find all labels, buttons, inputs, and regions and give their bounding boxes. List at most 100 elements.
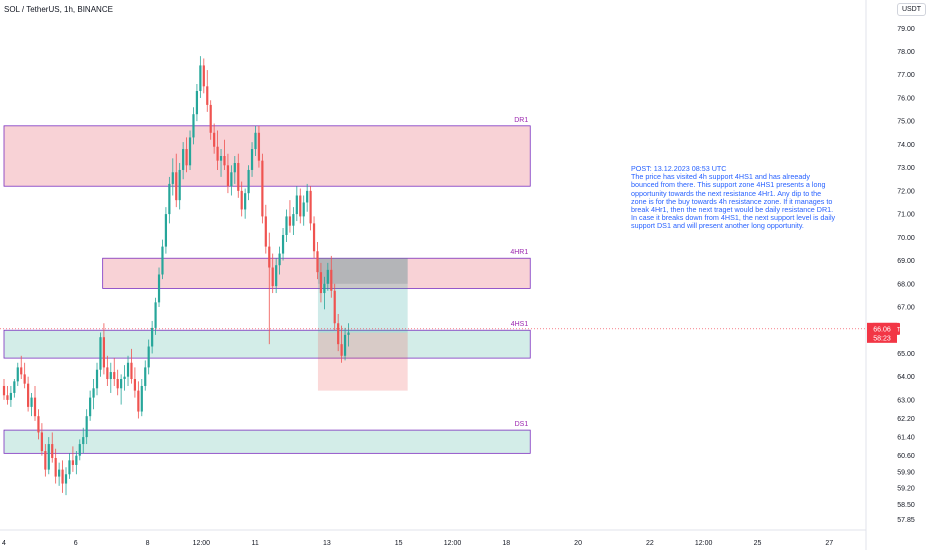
candle-body[interactable] — [13, 381, 16, 393]
candle-body[interactable] — [219, 156, 223, 161]
candle-body[interactable] — [213, 132, 216, 147]
candle-body[interactable] — [185, 149, 188, 166]
candle-body[interactable] — [161, 246, 164, 275]
candle-body[interactable] — [326, 269, 329, 284]
candle-body[interactable] — [330, 269, 333, 291]
candle-body[interactable] — [92, 388, 95, 398]
candle-body[interactable] — [68, 460, 71, 475]
candle-body[interactable] — [120, 379, 123, 389]
candle-body[interactable] — [281, 234, 285, 254]
candle-body[interactable] — [154, 302, 157, 328]
candle-body[interactable] — [254, 132, 257, 150]
candle-body[interactable] — [195, 90, 199, 115]
candle-body[interactable] — [6, 395, 9, 400]
candle-body[interactable] — [58, 469, 61, 477]
candle-body[interactable] — [106, 367, 109, 380]
candle-body[interactable] — [230, 172, 233, 187]
candle-body[interactable] — [278, 253, 281, 266]
candle-body[interactable] — [319, 272, 323, 294]
candle-body[interactable] — [226, 165, 230, 187]
candle-body[interactable] — [99, 337, 102, 370]
symbol-title[interactable]: SOL / TetherUS, 1h, BINANCE — [4, 5, 113, 14]
candle-body[interactable] — [188, 137, 192, 166]
candle-body[interactable] — [261, 160, 264, 217]
candle-body[interactable] — [113, 372, 116, 380]
position-stop-area[interactable] — [317, 332, 408, 391]
candle-body[interactable] — [126, 362, 130, 377]
candle-body[interactable] — [82, 437, 85, 445]
candle-body[interactable] — [233, 162, 236, 173]
candle-body[interactable] — [54, 457, 57, 477]
candle-body[interactable] — [44, 451, 47, 470]
candle-body[interactable] — [237, 162, 240, 191]
candle-body[interactable] — [343, 334, 347, 356]
candle-body[interactable] — [85, 416, 88, 438]
candle-body[interactable] — [116, 379, 119, 389]
candle-body[interactable] — [323, 283, 326, 294]
candle-body[interactable] — [133, 379, 137, 391]
candle-body[interactable] — [95, 369, 99, 389]
candle-body[interactable] — [299, 195, 302, 217]
candle-body[interactable] — [157, 274, 161, 303]
candle-body[interactable] — [27, 383, 30, 407]
candle-body[interactable] — [147, 346, 150, 368]
candle-body[interactable] — [30, 397, 33, 407]
candle-body[interactable] — [40, 432, 43, 452]
candle-body[interactable] — [89, 397, 92, 417]
candle-body[interactable] — [140, 385, 143, 412]
candle-body[interactable] — [302, 202, 305, 217]
candle-body[interactable] — [275, 265, 278, 287]
candle-body[interactable] — [288, 216, 292, 226]
candle-body[interactable] — [178, 169, 181, 201]
currency-button[interactable]: USDT — [896, 3, 926, 16]
zone-ds1[interactable] — [3, 429, 531, 454]
position-target-area[interactable] — [317, 258, 408, 333]
zone-4hs1[interactable] — [3, 329, 531, 359]
zone-dr1[interactable] — [3, 125, 531, 187]
candle-body[interactable] — [264, 216, 267, 247]
candle-body[interactable] — [292, 214, 295, 226]
candle-body[interactable] — [271, 267, 274, 287]
candle-body[interactable] — [144, 367, 147, 386]
candle-body[interactable] — [9, 392, 12, 400]
candle-body[interactable] — [202, 65, 205, 87]
candle-body[interactable] — [109, 372, 112, 380]
candle-body[interactable] — [285, 216, 288, 235]
candle-body[interactable] — [51, 444, 54, 458]
candle-body[interactable] — [257, 132, 261, 161]
candle-body[interactable] — [209, 104, 212, 133]
candle-body[interactable] — [64, 474, 68, 484]
candle-body[interactable] — [337, 323, 340, 345]
candle-body[interactable] — [75, 455, 78, 465]
candle-body[interactable] — [151, 327, 154, 347]
candle-body[interactable] — [295, 195, 298, 215]
candle-body[interactable] — [250, 149, 254, 170]
candle-body[interactable] — [206, 86, 209, 105]
candle-body[interactable] — [223, 156, 226, 166]
candle-body[interactable] — [240, 190, 243, 210]
candle-body[interactable] — [309, 190, 312, 224]
candle-body[interactable] — [47, 444, 50, 470]
candle-body[interactable] — [102, 337, 106, 368]
candle-body[interactable] — [268, 246, 271, 268]
candle-body[interactable] — [164, 214, 168, 247]
candle-body[interactable] — [33, 397, 37, 417]
candle-body[interactable] — [340, 344, 343, 356]
candle-body[interactable] — [347, 332, 350, 335]
candle-body[interactable] — [192, 114, 195, 138]
candle-body[interactable] — [171, 172, 174, 184]
candle-body[interactable] — [247, 169, 250, 194]
candle-body[interactable] — [168, 183, 171, 215]
candle-body[interactable] — [312, 223, 316, 252]
candle-body[interactable] — [123, 376, 126, 380]
candle-body[interactable] — [216, 146, 219, 161]
candle-body[interactable] — [23, 374, 26, 384]
candle-body[interactable] — [244, 193, 247, 210]
candle-body[interactable] — [137, 390, 140, 412]
candle-body[interactable] — [130, 362, 133, 380]
candle-body[interactable] — [37, 416, 40, 433]
candle-body[interactable] — [175, 172, 178, 201]
candle-body[interactable] — [182, 149, 185, 170]
